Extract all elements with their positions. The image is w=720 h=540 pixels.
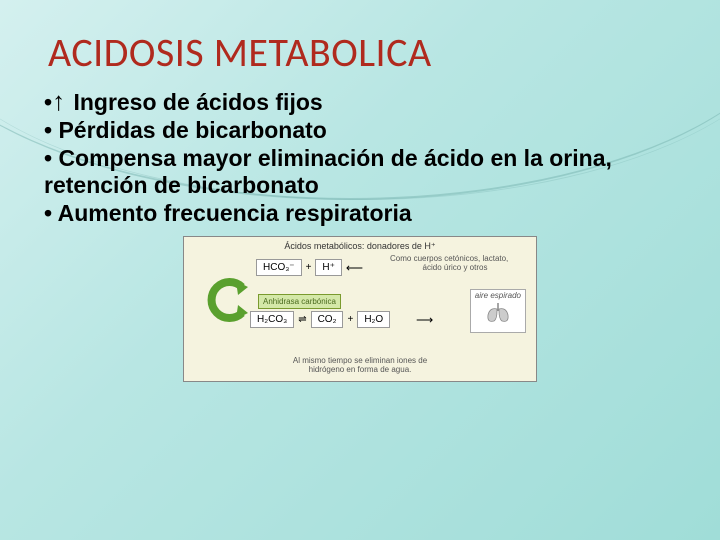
diagram-footer: Al mismo tiempo se eliminan iones de hid… (184, 357, 536, 375)
diagram-header: Ácidos metabólicos: donadores de H⁺ (184, 241, 536, 252)
diagram-top-row: HCO₃⁻ + H⁺ ⟵ (256, 259, 363, 276)
formula-h2co3: H₂CO₃ (250, 311, 294, 328)
lungs-box: aire espirado (470, 289, 526, 333)
footer-l2: hidrógeno en forma de agua. (184, 366, 536, 375)
plus-2: + (347, 314, 353, 325)
bullet-1: •↑ Ingreso de ácidos fijos (44, 86, 664, 117)
enzyme-label: Anhidrasa carbónica (258, 294, 341, 309)
up-arrow-icon: ↑ (52, 86, 65, 117)
diagram-bottom-row: H₂CO₃ ⇌ CO₂ + H₂O (250, 311, 390, 328)
bullet-1-text: Ingreso de ácidos fijos (67, 89, 323, 115)
formula-h2o: H₂O (357, 311, 390, 328)
lungs-icon (484, 301, 512, 325)
side-text-l2: ácido úrico y otros (390, 264, 520, 273)
air-label: aire espirado (475, 292, 521, 301)
bullet-4: • Aumento frecuencia respiratoria (44, 200, 664, 228)
bullet-2: • Pérdidas de bicarbonato (44, 117, 664, 145)
formula-hco3: HCO₃⁻ (256, 259, 302, 276)
bullet-list: •↑ Ingreso de ácidos fijos • Pérdidas de… (44, 86, 664, 228)
formula-co2: CO₂ (311, 311, 344, 328)
plus-1: + (306, 262, 312, 273)
bullet-3: • Compensa mayor eliminación de ácido en… (44, 145, 664, 200)
bullet-1-prefix: • (44, 89, 52, 115)
diagram-mid-label: Anhidrasa carbónica (258, 291, 341, 309)
arrow-right-icon: ⟶ (416, 313, 433, 327)
page-title: ACIDOSIS METABOLICA (48, 28, 432, 77)
diagram-side-text: Como cuerpos cetónicos, lactato, ácido ú… (390, 255, 520, 273)
formula-h: H⁺ (315, 259, 342, 276)
cycle-arrow-icon (204, 277, 250, 323)
diagram-panel: Ácidos metabólicos: donadores de H⁺ HCO₃… (183, 236, 537, 382)
lungs-group: aire espirado (470, 289, 526, 333)
equilibrium-icon: ⇌ (298, 314, 306, 325)
arrow-left-icon: ⟵ (346, 261, 363, 275)
